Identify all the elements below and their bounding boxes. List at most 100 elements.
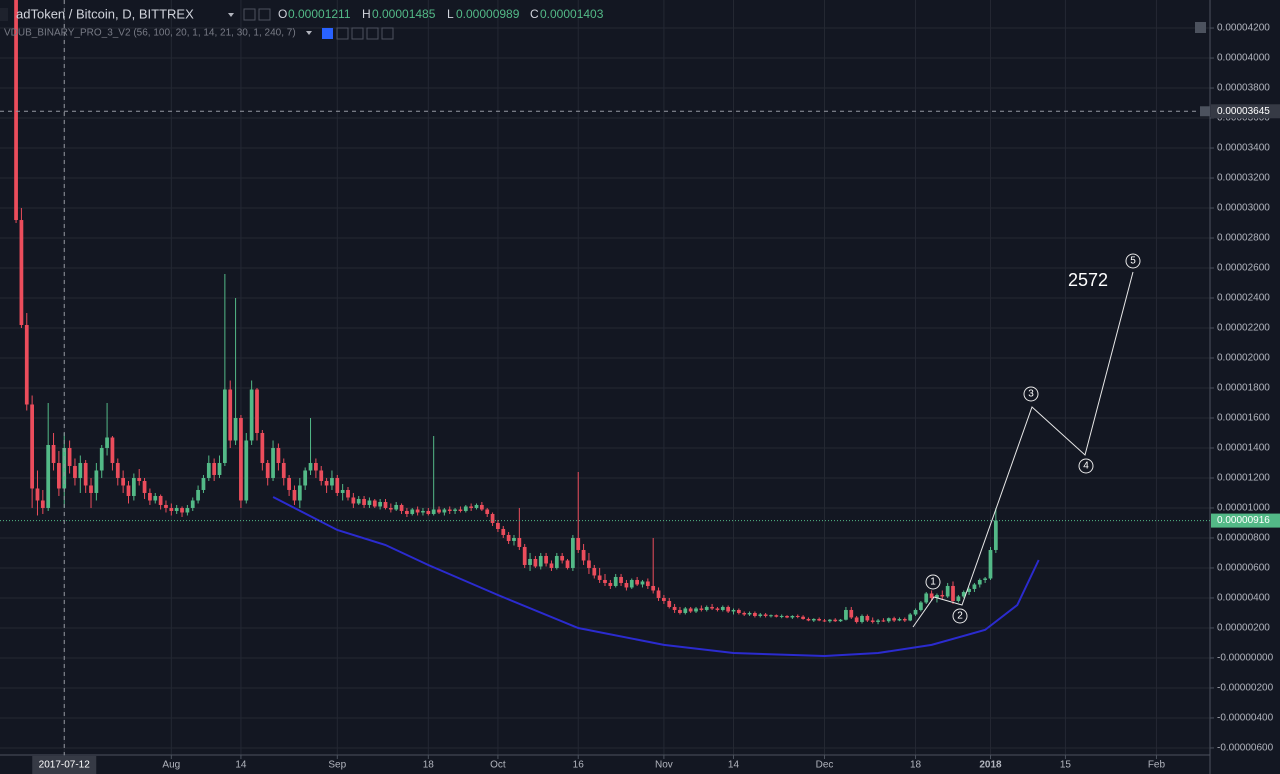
candle-body xyxy=(148,492,152,501)
candle-body xyxy=(485,509,490,514)
legend-key: O xyxy=(278,7,287,21)
candle-body xyxy=(271,447,275,478)
candle-body xyxy=(667,600,672,607)
candle-body xyxy=(458,509,463,511)
candle-body xyxy=(212,462,217,475)
x-tick-label: 15 xyxy=(1060,760,1072,771)
candle-body xyxy=(30,404,34,489)
candle-body xyxy=(806,618,811,621)
legend-key: L xyxy=(447,7,454,21)
candle-body xyxy=(983,578,988,580)
candle-body xyxy=(993,520,998,550)
candle-body xyxy=(886,618,891,622)
candle-body xyxy=(538,555,543,567)
candle-body xyxy=(988,549,993,579)
candle-body xyxy=(206,462,211,478)
candle-body xyxy=(860,615,864,622)
y-tick-label: 0.00003400 xyxy=(1217,143,1270,154)
y-tick-label: 0.00003800 xyxy=(1217,83,1270,94)
x-tick-label: 14 xyxy=(728,760,740,771)
candle-body xyxy=(94,470,99,493)
candle-body xyxy=(961,591,966,597)
x-tick-label: 2018 xyxy=(979,760,1002,771)
candle-body xyxy=(362,498,366,505)
candle-body xyxy=(972,584,977,589)
x-tick-label: Dec xyxy=(816,760,834,771)
plot-area xyxy=(14,0,1040,658)
candle-body xyxy=(838,619,843,622)
candle-body xyxy=(281,462,286,478)
candle-body xyxy=(437,509,441,513)
candle-body xyxy=(330,477,334,486)
candle-body xyxy=(19,220,24,326)
candle-body xyxy=(57,462,61,489)
hide-button[interactable] xyxy=(258,8,271,21)
maximize-button[interactable] xyxy=(1195,22,1206,33)
candle-body xyxy=(753,612,757,616)
candle-body xyxy=(672,606,677,610)
candle-body xyxy=(517,537,522,547)
candle-body xyxy=(501,528,506,535)
indicator-more-button[interactable] xyxy=(366,27,379,40)
x-tick-label: 18 xyxy=(423,760,435,771)
candle-body xyxy=(608,582,613,586)
indicator-source-button[interactable] xyxy=(351,27,364,40)
x-tick-label: Oct xyxy=(490,760,506,771)
candle-body xyxy=(297,485,302,501)
candle-body xyxy=(908,614,913,621)
candle-body xyxy=(565,560,570,568)
x-tick-label: Nov xyxy=(655,760,673,771)
candle-body xyxy=(410,509,415,514)
indicator-visible-button[interactable] xyxy=(322,28,333,39)
candle-body xyxy=(811,618,816,621)
crosshair-time-box xyxy=(32,756,97,774)
dropdown-arrow[interactable] xyxy=(306,31,312,35)
candle-body xyxy=(913,609,918,615)
candle-body xyxy=(51,444,56,463)
candle-body xyxy=(463,506,468,511)
candle-body xyxy=(190,500,195,508)
candle-body xyxy=(340,489,345,493)
candle-body xyxy=(758,614,763,616)
candle-body xyxy=(217,462,222,475)
candle-body xyxy=(512,537,516,541)
candle-body xyxy=(40,500,45,508)
legend-value: 0.00001403 xyxy=(540,7,604,21)
y-tick-label: 0.00001800 xyxy=(1217,383,1270,394)
y-tick-label: 0.00000800 xyxy=(1217,533,1270,544)
legend-key: H xyxy=(362,7,371,21)
last-price-box xyxy=(1211,513,1280,528)
candle-body xyxy=(496,522,500,529)
candle-body xyxy=(196,489,200,501)
wave-label: 4 xyxy=(1083,461,1089,472)
annotation-text: 2572 xyxy=(1068,270,1108,290)
candle-body xyxy=(763,614,768,616)
candle-body xyxy=(431,509,436,514)
candle-body xyxy=(255,389,259,433)
indicator-remove-button[interactable] xyxy=(381,27,394,40)
axes: 0.000042000.000040000.000038000.00003600… xyxy=(39,23,1274,771)
candle-body xyxy=(249,389,254,441)
candle-body xyxy=(870,620,875,622)
y-tick-label: 0.00003000 xyxy=(1217,203,1270,214)
dropdown-arrow[interactable] xyxy=(228,13,234,17)
candle-body xyxy=(265,462,270,478)
candle-body xyxy=(335,477,340,493)
candle-body xyxy=(769,615,773,617)
candle-body xyxy=(383,501,388,508)
x-tick-label: Sep xyxy=(328,760,346,771)
candle-body xyxy=(131,477,136,496)
candle-body xyxy=(415,509,420,513)
candle-body xyxy=(319,470,324,481)
candle-body xyxy=(388,507,393,510)
candle-body xyxy=(142,480,147,493)
candle-body xyxy=(694,608,698,612)
candle-body xyxy=(153,495,158,501)
candle-body xyxy=(656,590,661,598)
candle-body xyxy=(244,440,249,501)
settings-button[interactable] xyxy=(243,8,256,21)
candle-body xyxy=(629,579,634,588)
indicator-settings-button[interactable] xyxy=(336,27,349,40)
candle-body xyxy=(785,615,789,618)
